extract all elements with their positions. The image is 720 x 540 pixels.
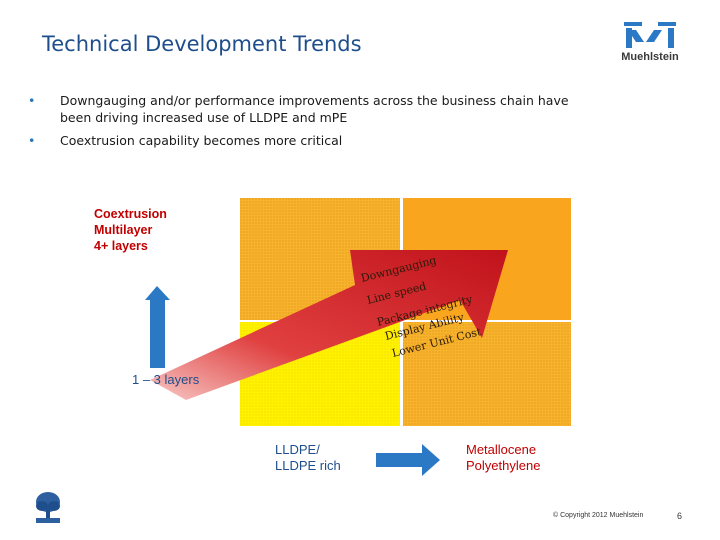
- layers-label: 1 – 3 layers: [132, 372, 200, 387]
- tree-logo-icon: [36, 492, 60, 523]
- vertical-arrow-shaft: [150, 298, 165, 368]
- bullet-text: Coextrusion capability becomes more crit…: [60, 133, 343, 148]
- quadrant-bottom-right: [403, 322, 571, 426]
- brand-logo: Muehlstein: [612, 20, 688, 66]
- bullet-item: • Downgauging and/or performance improvem…: [28, 92, 588, 126]
- muehlstein-logo-icon: [624, 22, 676, 48]
- brand-name: Muehlstein: [621, 51, 679, 63]
- vertical-arrow-head: [145, 286, 170, 300]
- copyright-text: © Copyright 2012 Muehlstein: [553, 512, 644, 519]
- lldpe-label: LLDPE/ LLDPE rich: [275, 442, 341, 474]
- slide-title: Technical Development Trends: [42, 32, 362, 56]
- metallocene-label-line: Polyethylene: [466, 458, 541, 473]
- metallocene-label: Metallocene Polyethylene: [466, 442, 540, 474]
- coextrusion-label-line: Coextrusion: [94, 207, 167, 221]
- bullet-icon: •: [28, 93, 36, 108]
- bullet-icon: •: [28, 133, 36, 148]
- bullet-text: Downgauging and/or performance improveme…: [60, 93, 569, 125]
- diagonal-trend-arrow: [150, 250, 508, 400]
- bullet-item: • Coextrusion capability becomes more cri…: [28, 132, 588, 149]
- bullet-list: • Downgauging and/or performance improvem…: [28, 92, 588, 155]
- horizontal-arrow-head: [422, 444, 440, 476]
- horizontal-arrow-shaft: [376, 453, 424, 467]
- coextrusion-label-line: 4+ layers: [94, 239, 148, 253]
- lldpe-label-line: LLDPE rich: [275, 458, 341, 473]
- page-number: 6: [677, 511, 683, 521]
- metallocene-label-line: Metallocene: [466, 442, 537, 457]
- coextrusion-label: Coextrusion Multilayer 4+ layers: [94, 206, 204, 254]
- lldpe-label-line: LLDPE/: [275, 442, 320, 457]
- coextrusion-label-line: Multilayer: [94, 223, 153, 237]
